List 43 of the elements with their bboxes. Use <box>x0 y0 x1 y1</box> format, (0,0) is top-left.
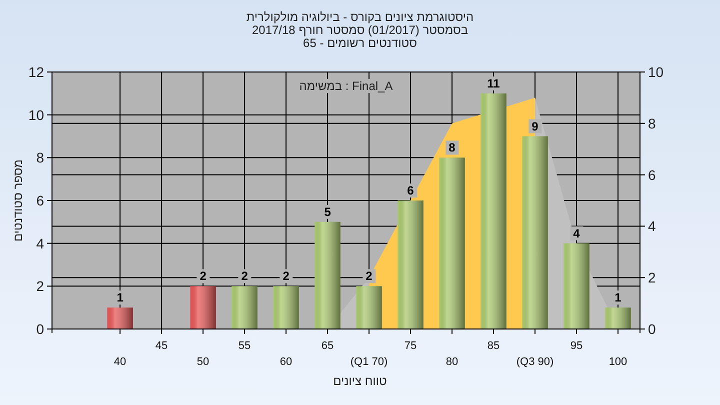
data-label: 11 <box>487 76 500 90</box>
y-tick-label: 12 <box>28 64 44 80</box>
y-tick-label: 4 <box>36 235 44 252</box>
x-tick-label: 75 <box>404 340 417 352</box>
y2-tick-label: 8 <box>648 115 656 132</box>
x-tick-label: (Q3 90) <box>516 356 554 368</box>
y2-tick-label: 2 <box>648 270 656 286</box>
data-label: 1 <box>614 290 622 305</box>
x-axis-title: טווח ציונים <box>333 374 388 388</box>
x-tick-label: 50 <box>196 356 210 368</box>
y-tick-label: 10 <box>28 106 44 123</box>
data-label: 1 <box>116 290 124 305</box>
data-label: 8 <box>448 140 456 155</box>
x-tick-label: 95 <box>570 340 583 352</box>
chart-title: היסטוגרמת ציונים בקורס - ביולוגיה מולקולרית <box>246 10 474 24</box>
chart-subtitle: בסמסטר (01/2017) סמסטר חורף 2017/18 סטודנטים רשומים - 65 <box>252 23 468 50</box>
data-label: 2 <box>241 269 248 284</box>
x-tick-label: 55 <box>238 340 251 352</box>
x-tick-label: 40 <box>114 356 126 368</box>
x-tick-label: 65 <box>321 340 334 352</box>
data-label: 2 <box>282 269 290 284</box>
y2-tick-label: 4 <box>648 218 656 234</box>
x-tick-label: (Q1 70) <box>350 356 388 368</box>
data-label: 2 <box>200 269 207 284</box>
x-tick-label: 85 <box>487 340 500 352</box>
y-axis-title: מספר סטודנטים <box>11 159 25 242</box>
x-tick-label: 60 <box>280 356 292 368</box>
y2-tick-label: 10 <box>648 64 664 80</box>
y2-tick-label: 0 <box>648 321 656 337</box>
x-tick-label: 100 <box>608 356 628 368</box>
data-label: 6 <box>407 184 414 198</box>
y-tick-label: 0 <box>36 321 44 337</box>
data-label: 4 <box>573 226 580 240</box>
annotation: במשימה : Final_A <box>299 79 393 93</box>
y-tick-label: 2 <box>36 278 44 294</box>
data-label: 2 <box>366 269 373 284</box>
y-tick-label: 8 <box>36 150 44 166</box>
data-label: 9 <box>532 119 539 134</box>
x-tick-label: 80 <box>446 356 458 368</box>
y-tick-label: 6 <box>36 192 44 208</box>
x-tick-label: 45 <box>155 340 168 352</box>
data-label: 5 <box>324 204 332 219</box>
y2-tick-label: 6 <box>648 166 656 183</box>
